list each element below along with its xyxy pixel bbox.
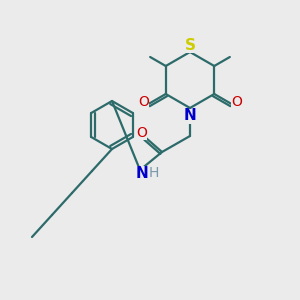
Text: S: S <box>184 38 196 52</box>
Text: O: O <box>138 95 149 109</box>
Text: O: O <box>231 95 242 109</box>
Text: N: N <box>184 109 196 124</box>
Text: O: O <box>136 126 147 140</box>
Text: N: N <box>136 166 148 181</box>
Text: H: H <box>149 166 159 180</box>
